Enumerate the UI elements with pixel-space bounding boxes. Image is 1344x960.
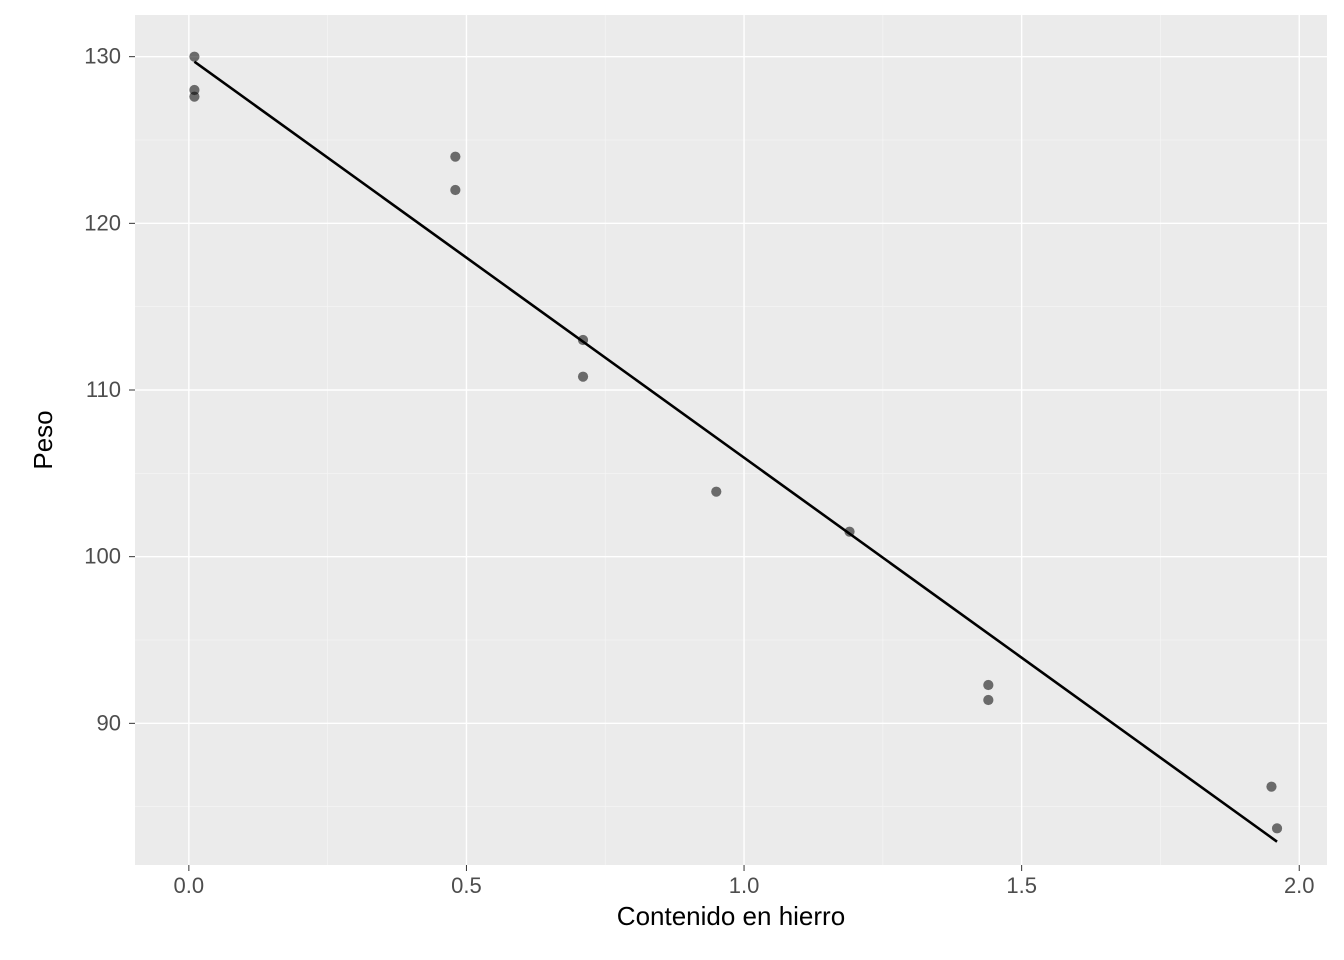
x-tick-label: 0.0 <box>174 873 205 898</box>
x-tick-label: 0.5 <box>451 873 482 898</box>
y-tick-label: 120 <box>84 210 121 235</box>
data-point <box>844 527 854 537</box>
data-point <box>983 695 993 705</box>
x-tick-label: 1.0 <box>729 873 760 898</box>
data-point <box>578 335 588 345</box>
y-tick-label: 90 <box>97 710 121 735</box>
y-tick-label: 100 <box>84 544 121 569</box>
x-axis-title: Contenido en hierro <box>617 901 845 931</box>
data-point <box>983 680 993 690</box>
y-tick-label: 110 <box>86 377 121 402</box>
x-tick-label: 2.0 <box>1284 873 1315 898</box>
data-point <box>1272 823 1282 833</box>
y-axis-title: Peso <box>28 410 58 469</box>
data-point <box>450 152 460 162</box>
data-point <box>711 487 721 497</box>
data-point <box>1266 782 1276 792</box>
y-tick-label: 130 <box>84 44 121 69</box>
x-tick-label: 1.5 <box>1006 873 1037 898</box>
data-point <box>578 372 588 382</box>
scatter-chart: 0.0 0.5 1.0 1.5 2.0 90 100 110 120 130 Contenido e… <box>0 0 1344 960</box>
data-point <box>189 52 199 62</box>
data-point <box>189 92 199 102</box>
plot-panel <box>135 15 1327 865</box>
data-point <box>450 185 460 195</box>
